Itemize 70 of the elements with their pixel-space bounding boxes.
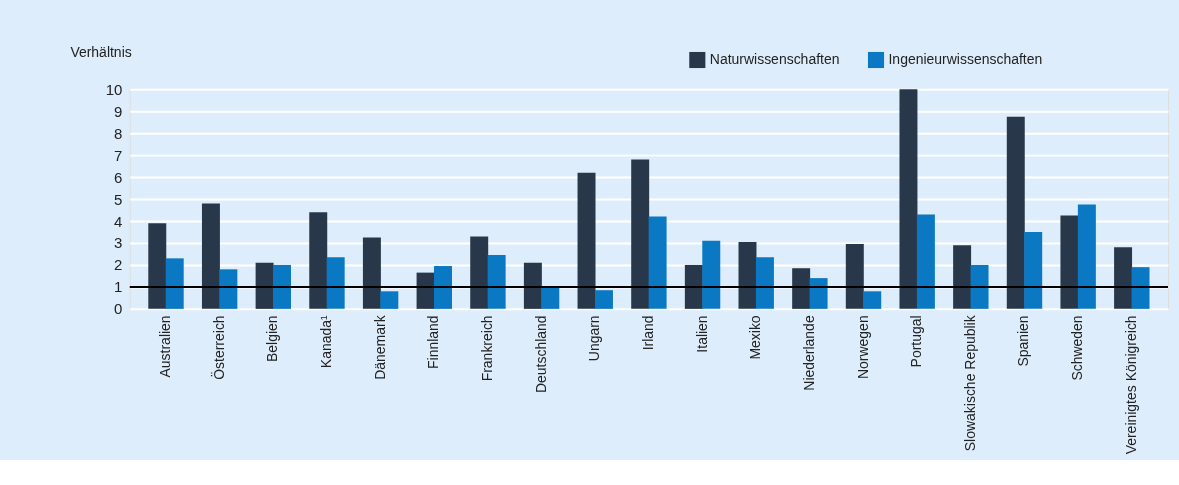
x-tick-label: Ungarn bbox=[586, 315, 603, 362]
x-tick-label: Österreich bbox=[209, 315, 227, 380]
y-tick-label: 1 bbox=[113, 278, 123, 296]
x-tick-label: Frankreich bbox=[478, 315, 495, 382]
x-tick-label: Spanien bbox=[1015, 315, 1032, 367]
x-tick-label: Vereinigtes Königreich bbox=[1122, 315, 1139, 455]
x-tick-label: Belgien bbox=[264, 315, 281, 362]
y-tick-label: 0 bbox=[113, 300, 123, 318]
bar bbox=[1060, 215, 1079, 309]
y-tick-label: 8 bbox=[113, 124, 123, 142]
y-tick-label: 7 bbox=[113, 146, 123, 164]
bar bbox=[165, 258, 184, 309]
y-tick-label: 4 bbox=[113, 212, 123, 230]
bar bbox=[953, 245, 972, 309]
bar bbox=[309, 212, 328, 309]
x-tick-label: Mexiko bbox=[747, 315, 764, 360]
bar bbox=[487, 255, 506, 309]
bar bbox=[1114, 247, 1133, 309]
y-tick-label: 5 bbox=[113, 190, 123, 208]
bar bbox=[380, 291, 399, 309]
bar bbox=[648, 216, 667, 309]
bar bbox=[1131, 267, 1150, 309]
bar bbox=[523, 262, 542, 309]
bar bbox=[434, 266, 452, 309]
y-tick-label: 2 bbox=[113, 256, 123, 274]
bar bbox=[255, 262, 274, 309]
x-tick-label: Finnland bbox=[425, 315, 442, 369]
x-tick-label: Norwegen bbox=[854, 315, 871, 380]
y-axis-title: Verhältnis bbox=[70, 43, 132, 60]
bar bbox=[916, 214, 935, 309]
bar bbox=[738, 241, 757, 309]
bar bbox=[631, 159, 650, 309]
x-tick-label: Portugal bbox=[908, 315, 925, 368]
bar bbox=[148, 223, 167, 309]
bar bbox=[541, 288, 560, 309]
x-tick-label: Australien bbox=[156, 315, 173, 378]
bar bbox=[899, 89, 918, 309]
bar bbox=[470, 236, 489, 309]
x-tick-label: Irland bbox=[639, 315, 656, 351]
bar bbox=[755, 257, 774, 309]
y-tick-label: 10 bbox=[105, 80, 123, 98]
bar bbox=[362, 237, 381, 309]
bar bbox=[970, 264, 989, 309]
x-tick-label: Niederlande bbox=[800, 315, 817, 391]
bar bbox=[1024, 232, 1043, 309]
bar bbox=[1006, 116, 1025, 309]
bar bbox=[702, 240, 721, 309]
y-tick-label: 3 bbox=[113, 234, 123, 252]
bar bbox=[201, 203, 220, 309]
legend-label: Naturwissenschaften bbox=[709, 51, 840, 67]
bar bbox=[809, 278, 828, 309]
bar bbox=[792, 268, 811, 309]
bar bbox=[594, 290, 613, 309]
bar bbox=[684, 264, 703, 309]
y-tick-label: 9 bbox=[113, 102, 123, 120]
x-tick-label: Italien bbox=[693, 315, 710, 353]
bar bbox=[577, 172, 596, 309]
x-tick-label: Slowakische Republik bbox=[961, 315, 978, 452]
x-tick-label: Kanada¹ bbox=[317, 315, 334, 369]
bar bbox=[845, 244, 864, 309]
x-tick-label: Dänemark bbox=[371, 315, 388, 380]
bar bbox=[326, 257, 345, 309]
x-tick-label: Deutschland bbox=[532, 315, 549, 394]
x-tick-label: Schweden bbox=[1069, 315, 1086, 381]
bar bbox=[863, 291, 882, 309]
y-tick-label: 6 bbox=[113, 168, 123, 186]
bar bbox=[219, 269, 238, 309]
bar bbox=[273, 264, 292, 309]
bar bbox=[1077, 204, 1096, 309]
legend-label: Ingenieurwissenschaften bbox=[888, 51, 1043, 67]
